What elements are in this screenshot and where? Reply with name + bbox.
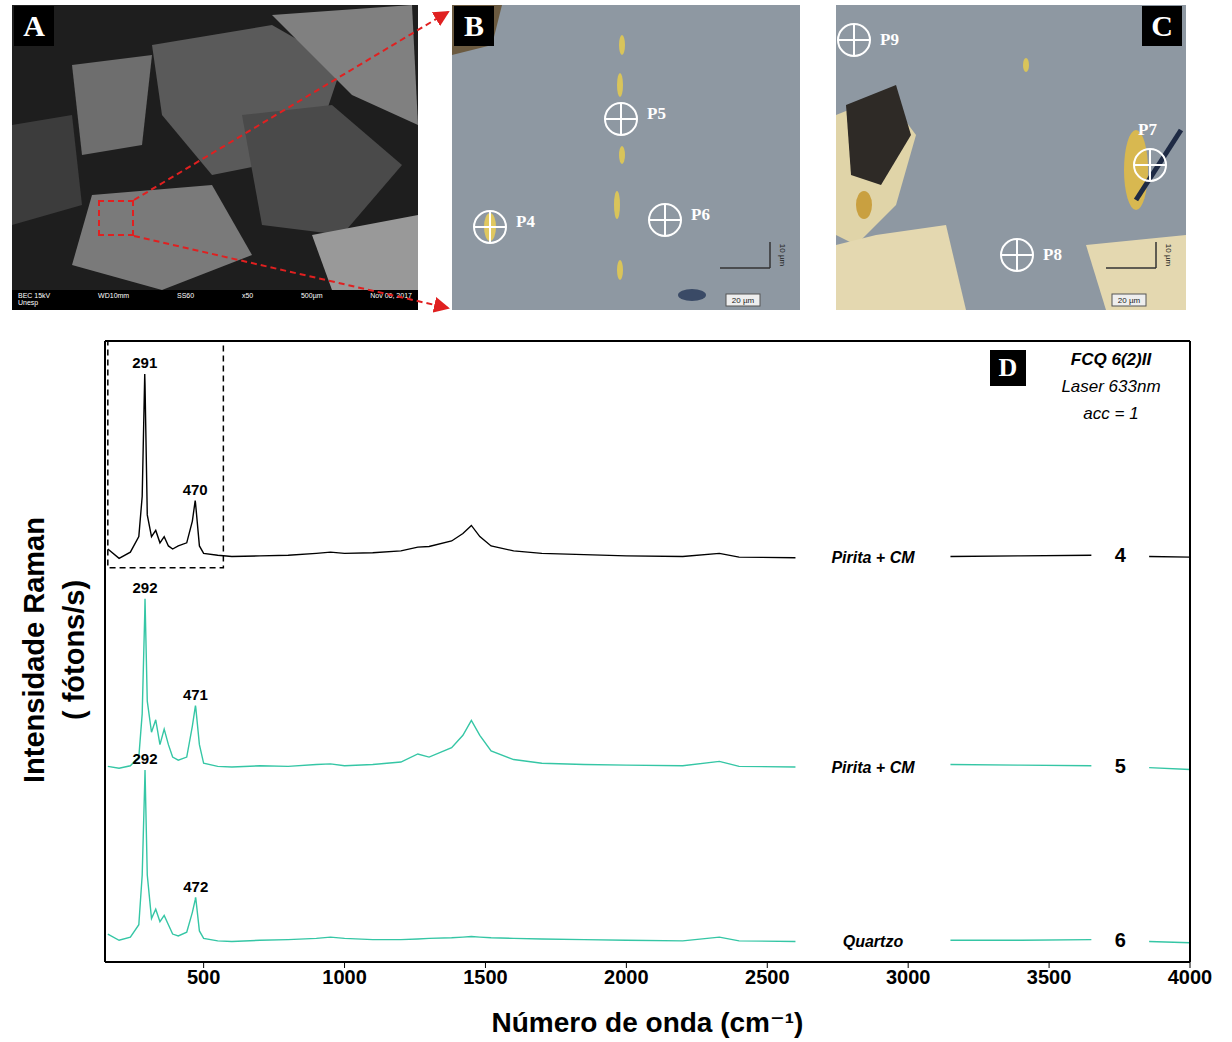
svg-text:Pirita + CM: Pirita + CM [831,759,915,776]
html-text:500µm: 500µm [301,292,323,299]
html-text:SS60: SS60 [177,292,195,299]
svg-text:10 µm: 10 µm [1164,244,1173,267]
svg-text:Pirita + CM: Pirita + CM [831,549,915,566]
svg-text:1000: 1000 [322,966,367,988]
svg-text:( fótons/s): ( fótons/s) [58,580,90,720]
svg-text:1500: 1500 [463,966,508,988]
svg-text:Intensidade Raman: Intensidade Raman [18,517,50,783]
svg-text:3000: 3000 [886,966,931,988]
svg-text:2500: 2500 [745,966,790,988]
html-text:C: C [1151,9,1173,42]
html-text:Laser 633nm: Laser 633nm [1061,377,1161,396]
html-text:x50: x50 [241,292,254,299]
html-text:D: D [998,353,1018,382]
svg-text:292: 292 [133,750,158,767]
svg-text:4: 4 [1115,544,1127,566]
svg-text:5: 5 [1115,755,1126,777]
svg-text:20 µm: 20 µm [1118,296,1141,305]
svg-text:10 µm: 10 µm [778,244,787,267]
svg-text:P8: P8 [1043,245,1062,264]
svg-text:4000: 4000 [1168,966,1213,988]
svg-text:500: 500 [187,966,220,988]
html-text:BEC 15kV: BEC 15kV [18,292,51,299]
svg-text:471: 471 [183,686,208,703]
svg-text:Número de onda (cm⁻¹): Número de onda (cm⁻¹) [492,1007,804,1038]
html-text:Nov 06, 2017: Nov 06, 2017 [370,292,412,299]
html-text:FCQ 6(2)II: FCQ 6(2)II [1070,350,1152,369]
svg-text:P9: P9 [880,30,899,49]
html-text:A: A [23,9,45,42]
html-text:B: B [464,9,484,42]
html-text:Unesp: Unesp [18,299,39,306]
svg-text:2000: 2000 [604,966,649,988]
svg-text:Quartzo: Quartzo [843,933,904,950]
html-text:acc = 1: acc = 1 [1083,404,1139,423]
svg-text:291: 291 [132,354,157,371]
svg-text:20 µm: 20 µm [732,296,755,305]
svg-text:P4: P4 [516,212,535,231]
svg-text:3500: 3500 [1027,966,1072,988]
svg-text:P5: P5 [647,104,666,123]
svg-text:6: 6 [1115,929,1126,951]
svg-text:472: 472 [183,878,208,895]
svg-text:470: 470 [183,481,208,498]
svg-text:P7: P7 [1138,120,1157,139]
svg-text:P6: P6 [691,205,710,224]
svg-text:292: 292 [133,579,158,596]
html-text:WD10mm: WD10mm [98,292,130,299]
